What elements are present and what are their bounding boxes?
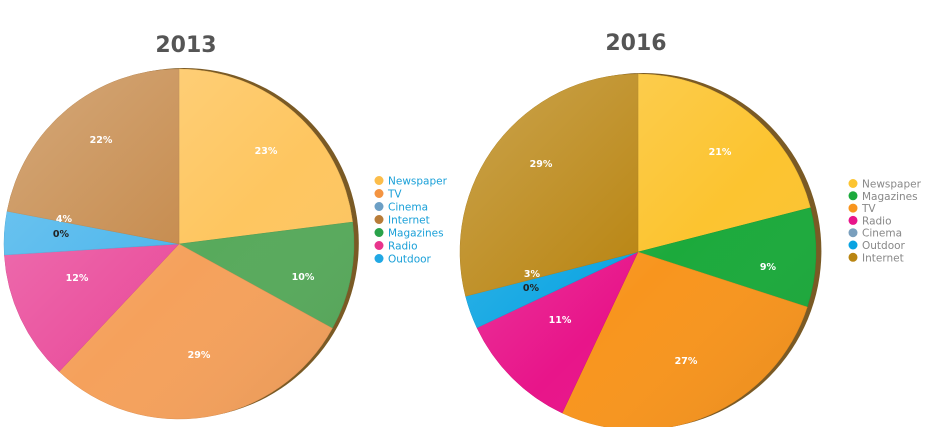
slice-label-tv: 27%: [675, 356, 698, 367]
slice-label-cinema: 0%: [53, 229, 70, 240]
slice-label-radio: 11%: [549, 315, 572, 326]
slice-label-newspaper: 23%: [255, 146, 278, 157]
legend-marker-newspaper: [374, 176, 384, 185]
slice-label-magazines: 9%: [760, 262, 777, 273]
legend-marker-outdoor: [848, 240, 858, 250]
legend-item-tv[interactable]: TV: [387, 189, 402, 201]
legend-item-tv[interactable]: TV: [861, 203, 876, 215]
legend-item-magazines[interactable]: Magazines: [388, 228, 444, 240]
legend-marker-magazines: [374, 228, 384, 237]
legend-item-cinema[interactable]: Cinema: [862, 228, 902, 240]
legend-item-newspaper[interactable]: Newspaper: [388, 176, 448, 188]
legend: NewspaperTVCinemaInternetMagazinesRadioO…: [374, 176, 448, 266]
slice-label-magazines: 10%: [292, 272, 315, 283]
legend-item-internet[interactable]: Internet: [862, 252, 904, 264]
legend-marker-radio: [374, 241, 384, 250]
legend: NewspaperMagazinesTVRadioCinemaOutdoorIn…: [848, 179, 922, 264]
legend-marker-cinema: [374, 202, 384, 211]
legend-item-magazines[interactable]: Magazines: [862, 191, 918, 203]
legend-marker-newspaper: [848, 179, 858, 188]
legend-marker-cinema: [848, 228, 858, 238]
legend-item-outdoor[interactable]: Outdoor: [388, 254, 432, 266]
legend-item-outdoor[interactable]: Outdoor: [862, 240, 906, 252]
legend-marker-magazines: [848, 191, 858, 201]
pie-chart-2013: 23% 10% 29% 12% 0% 4% 22% 2013 NewspaperTVCinema…: [3, 33, 448, 420]
pie-chart-2016: 21% 9% 27% 11% 0% 3% 29% 2016 NewspaperMagazines…: [459, 31, 922, 427]
slice-label-radio: 12%: [66, 273, 89, 284]
legend-marker-outdoor: [374, 254, 384, 263]
legend-item-cinema[interactable]: Cinema: [388, 202, 428, 214]
legend-item-radio[interactable]: Radio: [388, 241, 418, 253]
legend-item-internet[interactable]: Internet: [388, 215, 430, 227]
chart-title: 2013: [155, 33, 216, 58]
legend-marker-tv: [374, 189, 384, 198]
slice-label-tv: 29%: [188, 350, 211, 361]
legend-marker-internet: [374, 215, 384, 224]
legend-marker-radio: [848, 215, 858, 225]
legend-item-newspaper[interactable]: Newspaper: [862, 179, 922, 191]
slice-label-internet: 29%: [530, 159, 553, 170]
legend-marker-internet: [848, 252, 858, 262]
legend-item-radio[interactable]: Radio: [862, 215, 892, 227]
slice-label-internet: 22%: [90, 135, 113, 146]
slice-label-cinema: 0%: [523, 283, 540, 294]
slice-label-newspaper: 21%: [709, 147, 732, 158]
slice-label-outdoor: 4%: [56, 214, 73, 225]
slice-label-outdoor: 3%: [524, 269, 541, 280]
chart-title: 2016: [605, 31, 666, 56]
legend-marker-tv: [848, 203, 858, 213]
